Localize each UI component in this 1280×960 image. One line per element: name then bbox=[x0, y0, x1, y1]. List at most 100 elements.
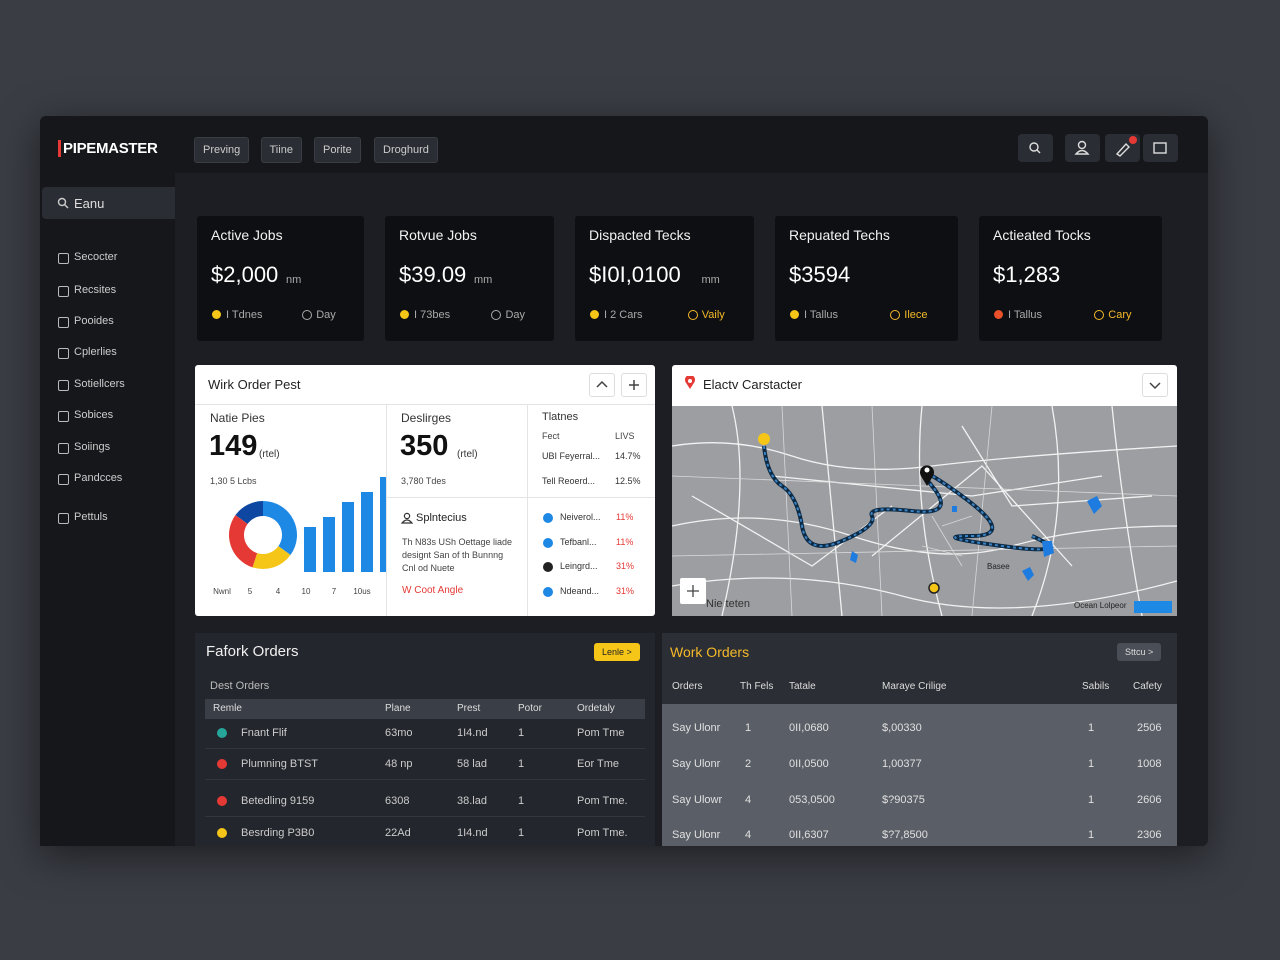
kpi-unit: mm bbox=[701, 274, 720, 286]
table-cell: 4 bbox=[745, 794, 752, 806]
axis-label: 4 bbox=[276, 587, 281, 596]
nav-tab[interactable]: Droghurd bbox=[374, 137, 438, 163]
nav-icon bbox=[58, 474, 69, 485]
notes-link[interactable]: W Coot Angle bbox=[402, 585, 464, 596]
nav-item[interactable]: Cplerlies bbox=[74, 346, 117, 358]
kpi-icon bbox=[400, 310, 409, 319]
col-head: Fect bbox=[542, 431, 560, 441]
nav-tab[interactable]: Porite bbox=[314, 137, 361, 163]
list-icon bbox=[543, 586, 553, 597]
kpi-title: Actieated Tocks bbox=[993, 227, 1091, 243]
person-icon bbox=[401, 512, 413, 524]
kpi-value: $1,283 bbox=[993, 262, 1061, 287]
list-value: 31% bbox=[616, 585, 635, 596]
notes-line: Cnl od Nuete bbox=[402, 563, 455, 573]
table-cell: 1 bbox=[1088, 758, 1095, 770]
bar bbox=[380, 477, 386, 572]
nav-tab[interactable]: Tiine bbox=[260, 137, 302, 163]
kpi-note: I Tallus bbox=[804, 309, 839, 321]
table-header bbox=[205, 699, 645, 719]
kpi-note: Day bbox=[316, 309, 336, 321]
table-cell: 2606 bbox=[1137, 794, 1162, 806]
table-head: Maraye Crilige bbox=[882, 681, 947, 692]
table-cell: 48 np bbox=[385, 758, 413, 770]
table-cell: Pom Tme. bbox=[577, 795, 628, 807]
table-cell: Fnant Flif bbox=[241, 727, 287, 739]
nav-item[interactable]: Sotiellcers bbox=[74, 378, 125, 390]
table-head: Potor bbox=[518, 703, 542, 714]
axis-label: 10us bbox=[353, 587, 370, 596]
nav-item[interactable]: Soiings bbox=[74, 441, 111, 453]
panel-button[interactable]: Sttcu > bbox=[1117, 643, 1162, 661]
kpi-card bbox=[197, 216, 364, 341]
kpi-icon bbox=[890, 310, 901, 320]
icon-button[interactable] bbox=[1143, 134, 1178, 162]
row-icon bbox=[217, 759, 227, 769]
table-cell: 22Ad bbox=[385, 827, 411, 839]
axis-label: 7 bbox=[332, 587, 337, 596]
nav-icon bbox=[58, 317, 69, 328]
panel-button[interactable]: Lenle > bbox=[594, 643, 640, 661]
icon-button[interactable] bbox=[1105, 134, 1140, 162]
divider bbox=[527, 404, 528, 616]
sidebar bbox=[40, 173, 175, 846]
notes-title: Splntecius bbox=[416, 512, 467, 524]
kpi-note: I Tallus bbox=[1008, 309, 1043, 321]
list-name: Leingrd... bbox=[560, 561, 598, 571]
kpi-icon bbox=[790, 310, 799, 319]
nav-item[interactable]: Recsites bbox=[74, 284, 117, 296]
table-cell: 1 bbox=[518, 827, 525, 839]
table-cell: $?7,8500 bbox=[882, 829, 928, 841]
kpi-icon bbox=[491, 310, 502, 320]
nav-item[interactable]: Pettuls bbox=[74, 511, 108, 523]
panel-title: Wirk Order Pest bbox=[208, 377, 301, 392]
table-head: Orders bbox=[672, 681, 703, 692]
dropdown-button[interactable] bbox=[1142, 373, 1168, 397]
icon-button[interactable] bbox=[1065, 134, 1100, 162]
table-cell: 053,0500 bbox=[789, 794, 835, 806]
kpi-icon bbox=[302, 310, 313, 320]
row-icon bbox=[217, 796, 227, 806]
kpi-title: Repuated Techs bbox=[789, 227, 890, 243]
table-cell: 1I4.nd bbox=[457, 727, 488, 739]
table-cell: Say Ulonr bbox=[672, 758, 721, 770]
nav-item[interactable]: Sobices bbox=[74, 409, 114, 421]
table-cell: Pom Tme bbox=[577, 727, 625, 739]
map[interactable] bbox=[672, 406, 1177, 616]
kpi-value: $I0I,0100 bbox=[589, 262, 681, 287]
kpi-note: I 73bes bbox=[414, 309, 451, 321]
kpi-note: Cary bbox=[1108, 309, 1132, 321]
table-head: Ordetaly bbox=[577, 703, 615, 714]
collapse-button[interactable] bbox=[589, 373, 615, 397]
search-box[interactable] bbox=[42, 187, 175, 219]
kpi-note: Day bbox=[505, 309, 526, 321]
table-cell: Say Ulowr bbox=[672, 794, 723, 806]
row-icon bbox=[217, 828, 227, 838]
table-cell: 38.lad bbox=[457, 795, 487, 807]
col-cell: 12.5% bbox=[615, 476, 641, 486]
nav-icon bbox=[58, 443, 69, 454]
nav-tab[interactable]: Preving bbox=[194, 137, 250, 163]
kpi-icon bbox=[1094, 310, 1105, 320]
icon-button[interactable] bbox=[1018, 134, 1053, 162]
add-button[interactable] bbox=[621, 373, 647, 397]
table-head: Plane bbox=[385, 703, 411, 714]
map-label: Ocean Lolpeor bbox=[1074, 601, 1127, 610]
stat-unit: (rtel) bbox=[457, 449, 478, 460]
nav-item[interactable]: Pandcces bbox=[74, 472, 123, 484]
nav-icon bbox=[58, 286, 69, 297]
list-name: Ndeand... bbox=[560, 585, 600, 596]
kpi-note: I 2 Cars bbox=[604, 309, 643, 321]
stat-value: 149 bbox=[209, 430, 258, 462]
table-cell: 1 bbox=[1088, 722, 1095, 734]
map-label: Nie teten bbox=[706, 598, 751, 610]
panel-title: Work Orders bbox=[670, 644, 750, 660]
work-order-panel bbox=[195, 365, 655, 616]
table-cell: 1008 bbox=[1137, 758, 1162, 770]
table-cell: 1 bbox=[518, 727, 525, 739]
nav-item[interactable]: Pooides bbox=[74, 315, 114, 327]
nav-item[interactable]: Secocter bbox=[74, 251, 118, 263]
col-title: Tlatnes bbox=[542, 411, 579, 423]
table-cell: 1I4.nd bbox=[457, 827, 488, 839]
bar bbox=[304, 527, 316, 572]
